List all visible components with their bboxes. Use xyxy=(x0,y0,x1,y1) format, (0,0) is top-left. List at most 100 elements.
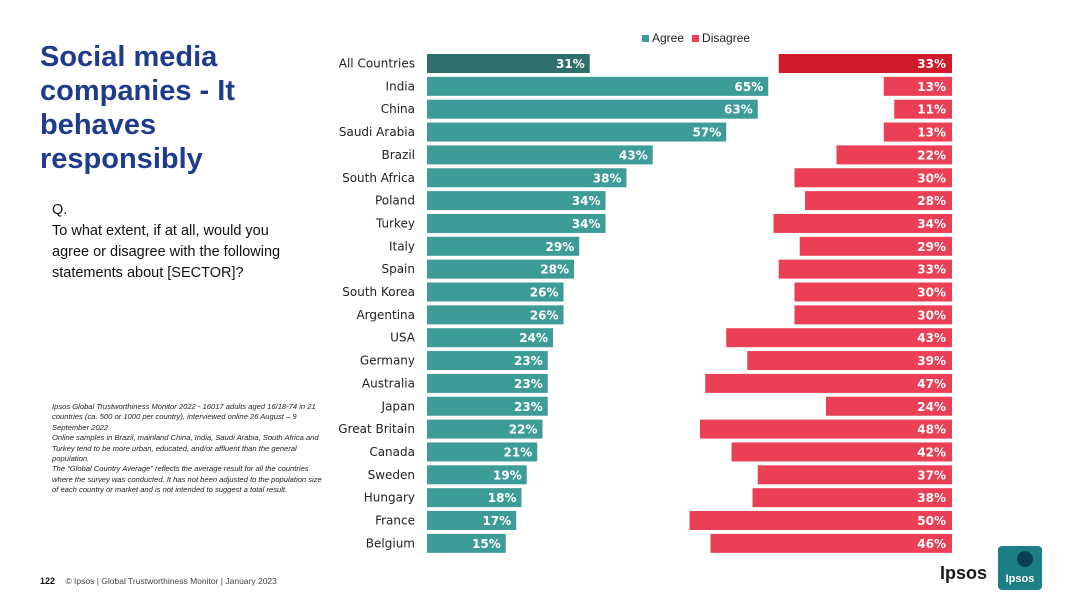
category-label-all-countries: All Countries xyxy=(339,57,415,71)
category-label-usa: USA xyxy=(390,331,416,345)
disagree-bar-india xyxy=(883,76,952,96)
agree-value-all-countries: 31% xyxy=(556,57,585,71)
disagree-bar-saudi-arabia xyxy=(883,122,952,142)
category-label-hungary: Hungary xyxy=(364,491,415,505)
legend-disagree: Disagree xyxy=(692,31,750,45)
disagree-bar-japan xyxy=(826,396,952,416)
page-title: Social media companies - It behaves resp… xyxy=(40,41,235,175)
disagree-value-great-britain: 48% xyxy=(917,423,946,437)
agree-bar-australia xyxy=(427,373,548,393)
agree-bar-germany xyxy=(427,351,548,371)
agree-bar-great-britain xyxy=(427,419,543,439)
disagree-bar-all-countries xyxy=(778,54,952,73)
legend-disagree-swatch xyxy=(692,34,700,42)
footer-text: © Ipsos | Global Trustworthiness Monitor… xyxy=(65,576,277,586)
category-label-spain: Spain xyxy=(381,262,415,276)
disagree-bar-italy xyxy=(799,236,952,256)
disagree-bar-south-korea xyxy=(794,282,952,302)
disagree-bar-hungary xyxy=(752,488,952,508)
disagree-value-usa: 43% xyxy=(917,331,946,345)
disagree-bar-sweden xyxy=(757,465,952,485)
disagree-value-turkey: 34% xyxy=(917,217,946,231)
category-label-argentina: Argentina xyxy=(356,308,415,322)
agree-value-sweden: 19% xyxy=(493,468,522,482)
note-2: Online samples in Brazil, mainland China… xyxy=(52,433,319,464)
agree-bar-south-africa xyxy=(427,168,627,188)
agree-value-australia: 23% xyxy=(514,377,543,391)
agree-bar-sweden xyxy=(427,465,527,485)
agree-value-turkey: 34% xyxy=(572,217,601,231)
agree-value-great-britain: 22% xyxy=(509,423,538,437)
disagree-value-australia: 47% xyxy=(917,377,946,391)
agree-value-brazil: 43% xyxy=(619,148,648,162)
footer: 122 © Ipsos | Global Trustworthiness Mon… xyxy=(40,576,277,586)
agree-value-spain: 28% xyxy=(540,263,569,277)
disagree-value-hungary: 38% xyxy=(917,491,946,505)
disagree-value-brazil: 22% xyxy=(917,148,946,162)
category-label-great-britain: Great Britain xyxy=(338,422,415,436)
agree-value-south-africa: 38% xyxy=(593,171,622,185)
disagree-bar-argentina xyxy=(794,305,952,325)
agree-value-argentina: 26% xyxy=(530,308,559,322)
category-label-france: France xyxy=(375,514,415,528)
category-label-saudi-arabia: Saudi Arabia xyxy=(339,125,415,139)
agree-value-usa: 24% xyxy=(519,331,548,345)
category-label-india: India xyxy=(386,79,415,93)
disagree-bar-poland xyxy=(805,191,952,211)
category-label-china: China xyxy=(381,102,415,116)
category-label-south-korea: South Korea xyxy=(342,285,415,299)
legend-agree-swatch xyxy=(642,34,649,42)
agree-value-saudi-arabia: 57% xyxy=(693,126,722,140)
agree-bar-brazil xyxy=(427,145,653,165)
disagree-bar-south-africa xyxy=(794,168,952,188)
category-label-japan: Japan xyxy=(381,399,415,413)
question-text: To what extent, if at all, would you agr… xyxy=(52,223,281,281)
ipsos-logo-icon: Ipsos xyxy=(998,546,1042,590)
disagree-value-saudi-arabia: 13% xyxy=(917,126,946,140)
agree-bar-all-countries xyxy=(427,54,590,73)
category-label-italy: Italy xyxy=(389,239,415,253)
disagree-bar-china xyxy=(894,99,952,119)
agree-bar-japan xyxy=(427,396,548,416)
legend-agree: Agree xyxy=(642,31,684,45)
agree-bar-china xyxy=(427,99,758,119)
category-label-germany: Germany xyxy=(360,354,415,368)
agree-value-belgium: 15% xyxy=(472,537,501,551)
disagree-value-sweden: 37% xyxy=(917,468,946,482)
disagree-value-spain: 33% xyxy=(917,263,946,277)
note-3: The “Global Country Average” reflects th… xyxy=(52,464,322,495)
agree-bar-italy xyxy=(427,236,580,256)
agree-value-canada: 21% xyxy=(504,445,533,459)
category-label-sweden: Sweden xyxy=(368,468,415,482)
disagree-bar-turkey xyxy=(773,213,952,233)
question-label: Q. xyxy=(52,202,68,218)
disagree-bar-brazil xyxy=(836,145,952,165)
agree-bar-spain xyxy=(427,259,574,279)
disagree-bar-usa xyxy=(726,328,952,348)
agree-value-south-korea: 26% xyxy=(530,286,559,300)
disagree-bar-germany xyxy=(747,351,952,371)
agree-bar-south-korea xyxy=(427,282,564,302)
agree-bar-hungary xyxy=(427,488,522,508)
category-label-belgium: Belgium xyxy=(366,536,415,550)
disagree-value-india: 13% xyxy=(917,80,946,94)
agree-value-italy: 29% xyxy=(546,240,575,254)
disagree-value-poland: 28% xyxy=(917,194,946,208)
disagree-value-japan: 24% xyxy=(917,400,946,414)
disagree-value-italy: 29% xyxy=(917,240,946,254)
agree-value-hungary: 18% xyxy=(488,491,517,505)
disagree-value-south-africa: 30% xyxy=(917,171,946,185)
agree-bar-usa xyxy=(427,328,553,348)
disagree-bar-australia xyxy=(705,373,952,393)
disagree-value-france: 50% xyxy=(917,514,946,528)
category-label-canada: Canada xyxy=(369,445,415,459)
legend-agree-label: Agree xyxy=(652,31,685,45)
survey-question: Q. To what extent, if at all, would you … xyxy=(52,200,292,284)
agree-value-china: 63% xyxy=(724,103,753,117)
category-label-turkey: Turkey xyxy=(375,216,415,230)
ipsos-wordmark: Ipsos xyxy=(940,563,988,583)
disagree-value-belgium: 46% xyxy=(917,537,946,551)
note-1: Ipsos Global Trustworthiness Monitor 202… xyxy=(52,402,316,432)
category-label-australia: Australia xyxy=(362,376,415,390)
disagree-value-china: 11% xyxy=(917,103,946,117)
